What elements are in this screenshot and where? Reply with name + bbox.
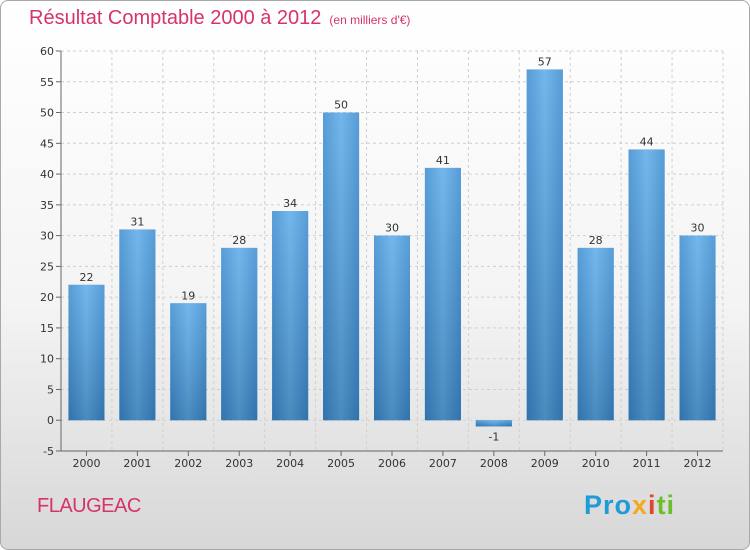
commune-name: FLAUGEAC: [37, 495, 141, 517]
labels: 2000 22 2001 31 2002 19 2003 28 2004 34 2005 50 2006…: [72, 55, 711, 470]
bar-shade: [323, 112, 360, 421]
chart-title: Résultat Comptable 2000 à 2012 (en millie…: [29, 7, 410, 30]
y-tick-label: 10: [40, 353, 54, 366]
data-label: 31: [130, 215, 144, 228]
y-tick-label: 55: [40, 76, 54, 89]
x-tick-label: 2009: [531, 457, 559, 470]
y-tick-label: -5: [43, 445, 54, 458]
x-tick-label: 2001: [123, 457, 151, 470]
y-tick-label: 60: [40, 45, 54, 58]
logo-part-3: i: [648, 490, 657, 520]
chart-subtitle: (en milliers d'€): [329, 13, 411, 27]
bar-shade: [272, 211, 309, 421]
y-tick-label: 25: [40, 260, 54, 273]
y-tick-label: 20: [40, 291, 54, 304]
bar-shade: [526, 69, 563, 421]
x-tick-label: 2012: [684, 457, 712, 470]
bar-shade: [119, 229, 156, 421]
x-tick-label: 2002: [174, 457, 202, 470]
data-label: 19: [181, 289, 195, 302]
x-tick-label: 2005: [327, 457, 355, 470]
y-tick-label: 0: [47, 414, 54, 427]
bar-shade: [374, 235, 410, 421]
data-label: 50: [334, 99, 348, 112]
data-label: 22: [79, 271, 93, 284]
x-tick-label: 2007: [429, 457, 457, 470]
x-tick-label: 2000: [72, 457, 100, 470]
chart-title-main: Résultat Comptable 2000 à 2012: [29, 7, 322, 29]
y-tick-label: 15: [40, 322, 54, 335]
data-label: 41: [436, 154, 450, 167]
bar-shade: [679, 235, 716, 421]
logo-part-4: ti: [656, 490, 676, 520]
y-tick-label: 50: [40, 107, 54, 120]
bar-shade: [170, 303, 207, 421]
data-label: -1: [488, 430, 499, 443]
x-tick-label: 2010: [582, 457, 610, 470]
x-tick-label: 2003: [225, 457, 253, 470]
y-tick-label: 35: [40, 199, 54, 212]
y-tick-label: 30: [40, 230, 54, 243]
data-label: 34: [283, 197, 297, 210]
y-tick-label: 40: [40, 168, 54, 181]
y-tick-label: 5: [47, 383, 54, 396]
bar-shade: [577, 247, 614, 421]
bar-shade: [68, 284, 105, 421]
x-tick-label: 2006: [378, 457, 406, 470]
proxiti-logo: Proxiti: [584, 490, 675, 521]
data-label: 28: [232, 234, 246, 247]
bar-shade: [221, 247, 258, 421]
bar-shade: [475, 420, 512, 427]
y-tick-label: 45: [40, 137, 54, 150]
bar-shade: [628, 149, 665, 421]
x-tick-label: 2004: [276, 457, 304, 470]
x-tick-label: 2008: [480, 457, 508, 470]
bar-shade: [424, 167, 461, 421]
logo-part-1: Pro: [584, 490, 633, 520]
axes: -5 0 5 10 15 20 25 30 35 40 45 50 55 60: [40, 45, 723, 458]
bars: [68, 69, 716, 427]
logo-part-2: x: [632, 490, 649, 520]
data-label: 44: [640, 135, 654, 148]
data-label: 57: [538, 55, 552, 68]
x-tick-label: 2011: [633, 457, 661, 470]
data-label: 30: [385, 222, 399, 235]
data-label: 30: [691, 222, 705, 235]
data-label: 28: [589, 234, 603, 247]
